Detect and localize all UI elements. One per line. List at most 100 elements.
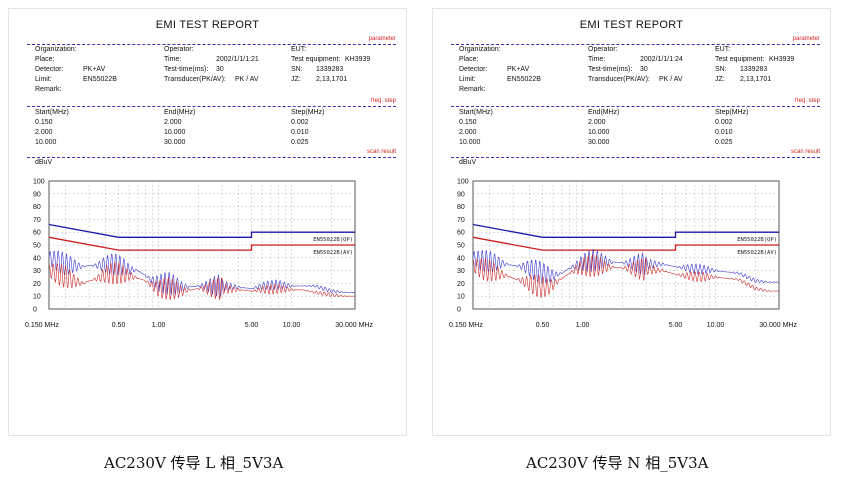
transducer-value: PK / AV — [235, 76, 259, 83]
x-tick-label: 30.000 MHz — [335, 322, 373, 329]
parameter-divider: parameter — [27, 36, 396, 45]
parameter-section-label: parameter — [366, 36, 396, 42]
test-time-label: Test-time(ms): — [588, 66, 633, 73]
transducer-label: Transducer(PK/AV): — [588, 76, 650, 83]
y-tick-label: 70 — [33, 217, 41, 224]
emi-spectrum-chart: 0 10 20 30 40 50 60 70 80 90 100 0.150 MHz 0.50 1.00 5… — [25, 179, 373, 330]
detector-label: Detector: — [35, 66, 64, 73]
test-equipment-value: KH3939 — [769, 56, 795, 63]
x-tick-label: 10.00 — [283, 322, 301, 329]
test-time-value: 30 — [216, 66, 224, 73]
freq-cell: 10.000 — [164, 129, 186, 136]
y-tick-label: 80 — [33, 204, 41, 211]
av-limit-label: EN55022B(AV) — [737, 250, 777, 256]
y-tick-label: 100 — [457, 179, 469, 186]
y-tick-label: 40 — [33, 255, 41, 262]
freq-cell: 10.000 — [35, 139, 57, 146]
y-unit-label: dBuV — [459, 159, 477, 166]
freq-step-section-label: freq. step — [792, 98, 820, 104]
qp-limit-line — [472, 223, 779, 238]
av-limit-label: EN55022B(AV) — [313, 250, 353, 256]
parameter-divider: parameter — [451, 36, 820, 45]
place-label: Place: — [35, 56, 55, 63]
freq-header-start: Start(MHz) — [35, 109, 69, 116]
av-limit-line — [472, 236, 779, 251]
x-tick-label: 10.00 — [707, 322, 725, 329]
remark-label: Remark: — [459, 86, 486, 93]
freq-cell: 0.010 — [291, 129, 309, 136]
report-title: EMI TEST REPORT — [155, 19, 260, 31]
y-tick-label: 20 — [33, 281, 41, 288]
y-unit-label: dBuV — [35, 159, 53, 166]
limit-value: EN55022B — [507, 76, 541, 83]
freq-header-step: Step(MHz) — [291, 109, 325, 116]
freq-step-divider: freq. step — [27, 98, 396, 107]
eut-label: EUT: — [291, 46, 307, 53]
freq-cell: 2.000 — [459, 129, 477, 136]
figure-caption-l: AC230V 传导 L 相_5V3A — [104, 454, 284, 472]
y-tick-label: 90 — [33, 191, 41, 198]
peak-trace — [48, 250, 356, 297]
y-tick-label: 0 — [33, 307, 37, 314]
figure-caption-n: AC230V 传导 N 相_5V3A — [526, 454, 709, 472]
detector-label: Detector: — [459, 66, 488, 73]
freq-cell: 2.000 — [588, 119, 606, 126]
test-equipment-label: Test equipment: — [715, 56, 765, 63]
x-tick-label: 0.150 MHz — [449, 322, 483, 329]
y-tick-label: 30 — [457, 268, 465, 275]
report-title: EMI TEST REPORT — [579, 19, 684, 31]
sn-value: 1339283 — [316, 66, 344, 73]
average-trace — [48, 261, 355, 301]
freq-cell: 30.000 — [164, 139, 186, 146]
emi-report-panel-l: EMI TEST REPORT parameter Organization: … — [8, 8, 407, 436]
jz-label: JZ: — [715, 76, 725, 83]
freq-cell: 0.010 — [715, 129, 733, 136]
x-tick-label: 0.150 MHz — [25, 322, 59, 329]
y-tick-label: 60 — [33, 230, 41, 237]
x-tick-label: 1.00 — [152, 322, 166, 329]
x-tick-label: 0.50 — [112, 322, 126, 329]
time-label: Time: — [588, 56, 606, 63]
y-tick-label: 90 — [457, 191, 465, 198]
y-tick-label: 20 — [457, 281, 465, 288]
y-tick-label: 100 — [33, 179, 45, 186]
x-tick-label: 1.00 — [576, 322, 590, 329]
peak-trace — [472, 249, 779, 285]
limit-value: EN55022B — [83, 76, 117, 83]
y-tick-label: 10 — [457, 294, 465, 301]
time-label: Time: — [164, 56, 182, 63]
freq-cell: 0.150 — [35, 119, 53, 126]
x-tick-label: 0.50 — [536, 322, 550, 329]
y-tick-label: 80 — [457, 204, 465, 211]
y-tick-label: 50 — [33, 243, 41, 250]
y-tick-label: 40 — [457, 255, 465, 262]
place-label: Place: — [459, 56, 479, 63]
x-tick-label: 30.000 MHz — [759, 322, 797, 329]
emi-spectrum-chart: 0 10 20 30 40 50 60 70 80 90 100 0.150 MHz 0.50 1.00 5… — [449, 179, 797, 330]
freq-cell: 10.000 — [459, 139, 481, 146]
freq-cell: 10.000 — [588, 129, 610, 136]
sn-value: 1339283 — [740, 66, 768, 73]
scan-result-section-label: scan result — [788, 149, 820, 155]
freq-header-step: Step(MHz) — [715, 109, 749, 116]
scan-result-section-label: scan result — [364, 149, 396, 155]
detector-value: PK+AV — [83, 66, 106, 73]
jz-label: JZ: — [291, 76, 301, 83]
y-tick-label: 70 — [457, 217, 465, 224]
test-time-value: 30 — [640, 66, 648, 73]
organization-label: Organization: — [459, 46, 501, 53]
eut-label: EUT: — [715, 46, 731, 53]
parameter-section-label: parameter — [790, 36, 820, 42]
freq-cell: 0.002 — [715, 119, 733, 126]
y-tick-label: 0 — [457, 307, 461, 314]
freq-header-end: End(MHz) — [588, 109, 620, 116]
jz-value: 2,13,1701 — [740, 76, 772, 83]
y-tick-label: 30 — [33, 268, 41, 275]
av-limit-line — [48, 236, 355, 251]
jz-value: 2,13,1701 — [316, 76, 348, 83]
emi-report-panel-n: EMI TEST REPORT parameter Organization: … — [432, 8, 831, 436]
freq-cell: 2.000 — [35, 129, 53, 136]
transducer-label: Transducer(PK/AV): — [164, 76, 226, 83]
freq-step-section-label: freq. step — [368, 98, 396, 104]
organization-label: Organization: — [35, 46, 77, 53]
